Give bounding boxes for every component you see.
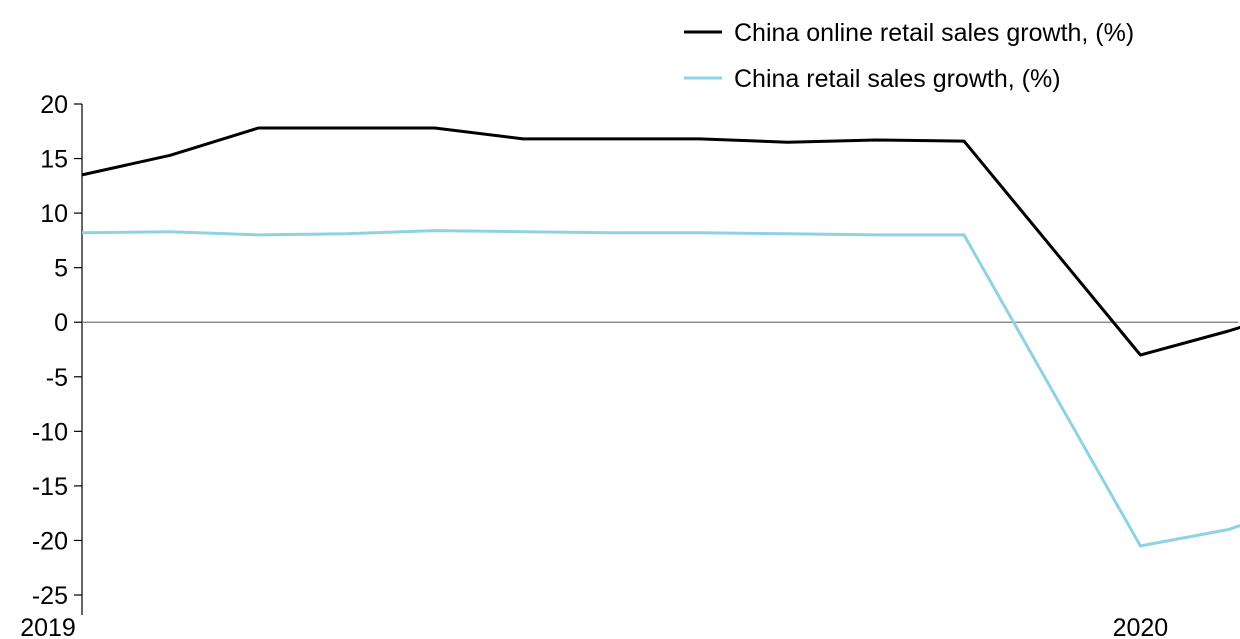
series-line-1 <box>81 229 1240 548</box>
x-tick-label: 2019 <box>20 614 76 639</box>
y-tick-label: -25 <box>32 582 68 610</box>
legend-label-0: China online retail sales growth, (%) <box>734 19 1134 47</box>
y-tick-label: 0 <box>54 309 68 337</box>
series-line-0 <box>81 126 1240 357</box>
series-lines <box>81 126 1240 548</box>
x-tick-label: 2020 <box>1113 614 1169 639</box>
legend-label-1: China retail sales growth, (%) <box>734 65 1061 93</box>
y-tick-label: 20 <box>40 91 68 119</box>
y-tick-label: 15 <box>40 146 68 174</box>
y-axis: 20 15 10 5 0 -5 -10 -15 -20 -25 <box>32 91 83 615</box>
y-tick-label: 10 <box>40 200 68 228</box>
x-axis: 2019 2020 <box>20 614 1168 639</box>
legend: China online retail sales growth, (%) Chi… <box>684 19 1134 93</box>
y-tick-label: -20 <box>32 527 68 555</box>
y-tick-label: -15 <box>32 473 68 501</box>
y-tick-label: -5 <box>46 364 68 392</box>
y-tick-label: -10 <box>32 418 68 446</box>
y-tick-label: 5 <box>54 255 68 283</box>
